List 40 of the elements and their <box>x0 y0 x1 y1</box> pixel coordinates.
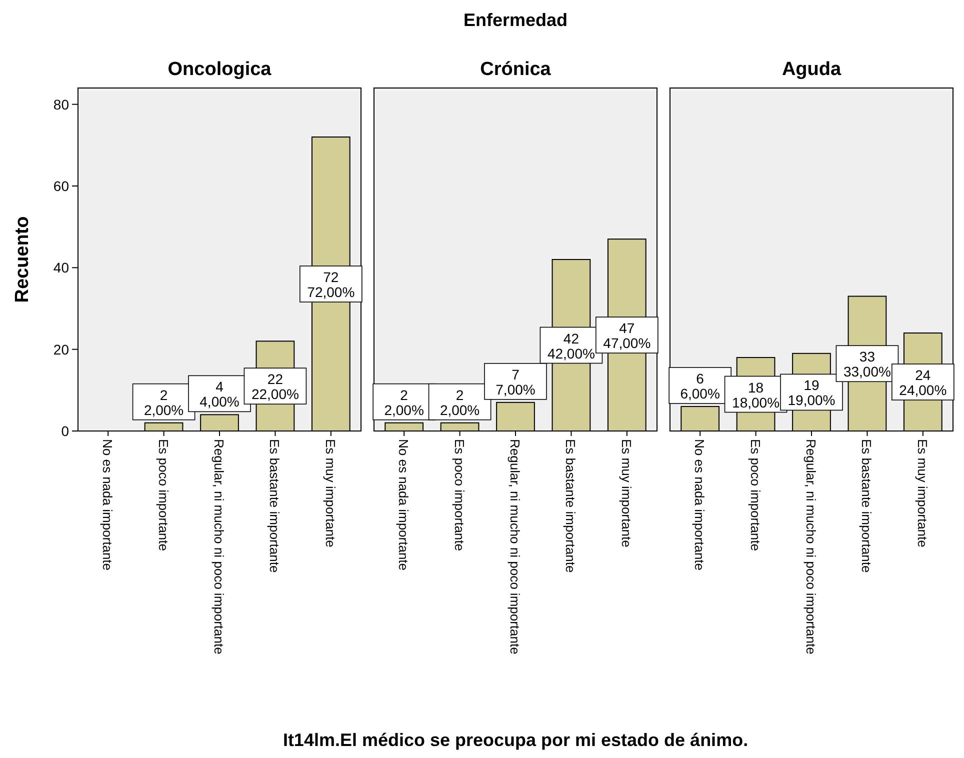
x-axis-title: It14lm.El médico se preocupa por mi estado de ánimo. <box>282 730 748 750</box>
chart-title: Oncologica <box>168 59 272 80</box>
data-label: 42 42,00% <box>547 330 595 362</box>
data-label: 2 2,00% <box>144 386 184 418</box>
x-tick-label: Es bastante importante <box>563 439 578 573</box>
x-tick-label: Es poco importante <box>748 439 763 552</box>
data-label: 22 22,00% <box>251 371 299 402</box>
chart-title: Aguda <box>782 59 842 80</box>
y-tick-label: 60 <box>53 178 70 194</box>
x-tick-label: Regular, ni mucho ni poco importante <box>804 439 818 654</box>
data-label: 4 4,00% <box>200 378 240 410</box>
data-label: 2 2,00% <box>440 386 480 418</box>
x-tick-label: Es poco importante <box>452 439 467 552</box>
data-label: 47 47,00% <box>603 320 651 352</box>
x-tick-label: Regular, ni mucho ni poco importante <box>212 439 226 654</box>
y-tick-label: 0 <box>61 423 70 439</box>
data-label: 33 33,00% <box>843 348 891 380</box>
y-tick-label: 20 <box>53 341 70 358</box>
x-tick-label: Es muy importante <box>618 439 634 548</box>
x-tick-label: No es nada importante <box>692 439 708 571</box>
x-tick-label: Es muy importante <box>322 439 338 548</box>
text: Enfermedad <box>463 10 568 30</box>
y-tick-label: 80 <box>53 96 70 112</box>
y-tick-label: 40 <box>53 260 70 276</box>
data-label: 19 19,00% <box>788 377 836 408</box>
x-tick-label: Es bastante importante <box>859 439 874 573</box>
data-label: 72 72,00% <box>307 269 355 300</box>
data-label: 6 6,00% <box>680 370 720 402</box>
x-tick-label: Es muy importante <box>914 439 930 548</box>
data-label: 7 7,00% <box>496 366 536 398</box>
x-tick-label: No es nada importante <box>100 439 116 571</box>
data-label: 24 24,00% <box>899 367 947 398</box>
chart-title: Crónica <box>480 59 552 80</box>
x-tick-label: Regular, ni mucho ni poco importante <box>508 439 522 654</box>
x-tick-label: Es poco importante <box>156 439 171 552</box>
data-label: 18 18,00% <box>732 379 780 410</box>
x-tick-label: No es nada importante <box>396 439 412 571</box>
data-label: 2 2,00% <box>384 386 424 418</box>
y-axis-title: Recuento <box>12 216 33 303</box>
x-tick-label: Es bastante importante <box>267 439 282 573</box>
